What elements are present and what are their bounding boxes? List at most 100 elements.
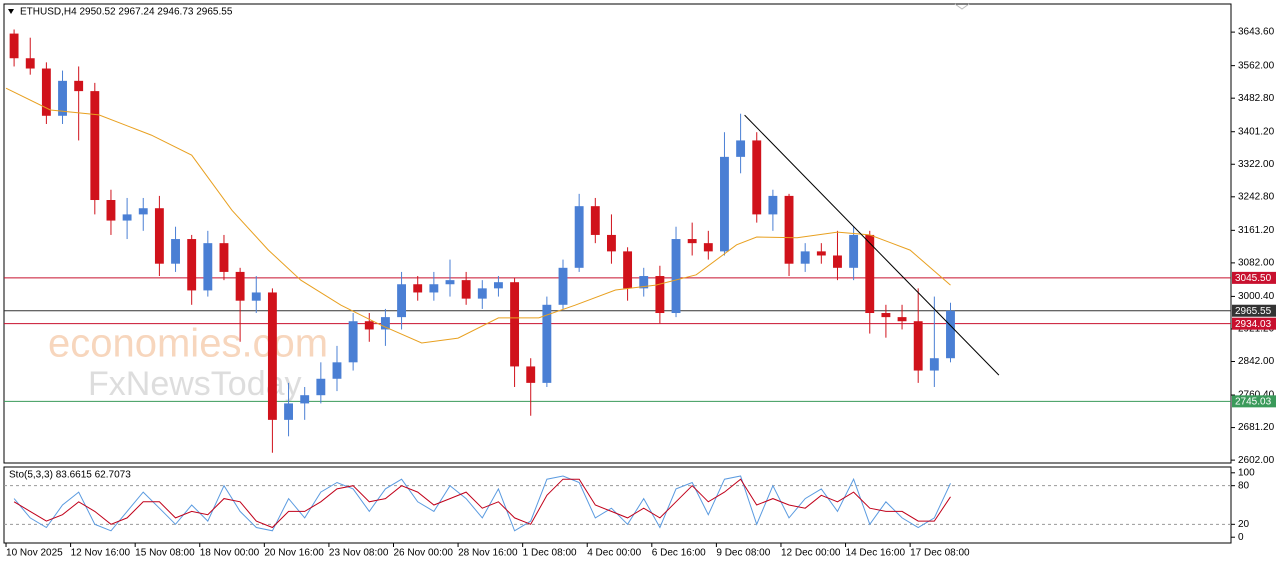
level-label: 2745.03 [1235,396,1272,407]
watermark: FxNewsToday [88,365,302,403]
candle-body [542,304,552,383]
candle-body [946,310,955,359]
candle-body [929,358,939,371]
candle-body [461,280,471,299]
candle-body [203,243,213,291]
level-label: 3045.50 [1235,273,1272,284]
oscillator-line [13,475,951,532]
candle-body [138,208,148,215]
x-tick-label: 18 Nov 00:00 [200,548,260,559]
candle-body [364,321,374,330]
candle-body [348,321,358,363]
x-tick-label: 20 Nov 16:00 [264,548,324,559]
candle-body [590,206,600,235]
shift-marker [954,3,970,10]
x-tick-label: 12 Dec 00:00 [781,548,841,559]
y-tick-label: 2842.00 [1238,356,1275,367]
candle-body [881,313,891,318]
candle-body [154,208,164,264]
chart-title: ETHUSD,H4 2950.52 2967.24 2946.73 2965.5… [20,7,233,18]
x-tick-label: 4 Dec 00:00 [587,548,641,559]
candle-body [897,317,907,322]
candle-body [865,234,875,314]
candle-body [235,271,245,301]
candle-body [574,206,584,268]
candle-body [768,195,778,215]
y-tick-label: 2602.00 [1238,455,1275,466]
candle-body [25,58,35,69]
y-tick-label: 3161.20 [1238,225,1275,236]
candle-body [171,239,180,264]
y-tick-label: 0 [1238,532,1244,543]
candle-body [397,284,407,318]
candle-body [413,284,423,293]
candle-body [784,195,794,264]
y-tick-label: 2760.40 [1238,390,1275,401]
moving-average [5,87,951,344]
candle-body [251,292,261,301]
candle-body [833,255,842,268]
x-tick-label: 1 Dec 08:00 [523,548,577,559]
candle-body [380,317,390,330]
candle-body [493,282,503,289]
y-tick-label: 20 [1238,519,1250,530]
candle-body [267,292,277,420]
x-tick-label: 14 Dec 16:00 [846,548,906,559]
y-tick-label: 3242.80 [1238,191,1275,202]
candle-body [9,33,19,59]
candle-body [122,214,132,221]
trendline [744,114,1000,376]
x-tick-label: 15 Nov 08:00 [135,548,195,559]
candle-body [800,251,810,264]
candle-body [720,156,729,252]
level-label: 2934.03 [1235,319,1272,330]
y-tick-label: 3643.60 [1238,27,1275,38]
level-label-box [1232,317,1276,330]
price-frame [3,3,1232,464]
candle-body [526,366,536,383]
oscillator-line [13,478,951,529]
x-tick-label: 28 Nov 16:00 [458,548,518,559]
x-tick-label: 9 Dec 08:00 [716,548,770,559]
y-tick-label: 3322.00 [1238,159,1275,170]
candle-body [316,378,326,396]
watermark: economies.com [48,322,328,366]
y-tick-label: 80 [1238,480,1250,491]
x-tick-label: 6 Dec 16:00 [652,548,706,559]
level-label-box [1232,271,1276,284]
menu-arrow[interactable] [8,9,14,14]
candle-body [41,68,51,116]
candle-body [284,403,293,420]
candle-body [477,288,487,299]
candle-body [58,80,67,116]
oscillator-frame [3,466,1232,544]
y-tick-label: 100 [1238,467,1255,478]
candle-body [687,239,697,244]
candle-body [655,276,665,314]
candle-body [671,239,681,314]
candle-body [510,282,520,367]
candle-body [816,251,826,256]
x-tick-label: 23 Nov 08:00 [329,548,389,559]
candle-body [106,200,116,221]
indicator-title: Sto(5,3,3) 83.6615 62.7073 [9,470,131,481]
candle-body [429,284,439,293]
y-tick-label: 3482.80 [1238,93,1275,104]
x-tick-label: 26 Nov 00:00 [393,548,453,559]
candle-body [913,321,923,371]
level-label-box [1232,304,1276,317]
y-tick-label: 2681.20 [1238,422,1275,433]
candle-body [187,239,197,291]
candle-body [219,243,229,272]
candle-body [90,91,100,201]
candle-body [639,276,649,289]
level-label: 2965.55 [1235,306,1272,317]
candle-body [74,80,84,92]
y-tick-label: 3562.00 [1238,60,1275,71]
candle-body [736,140,746,157]
candle-body [300,395,310,404]
candle-body [332,362,342,379]
candle-body [445,280,455,285]
x-tick-label: 17 Dec 08:00 [910,548,970,559]
